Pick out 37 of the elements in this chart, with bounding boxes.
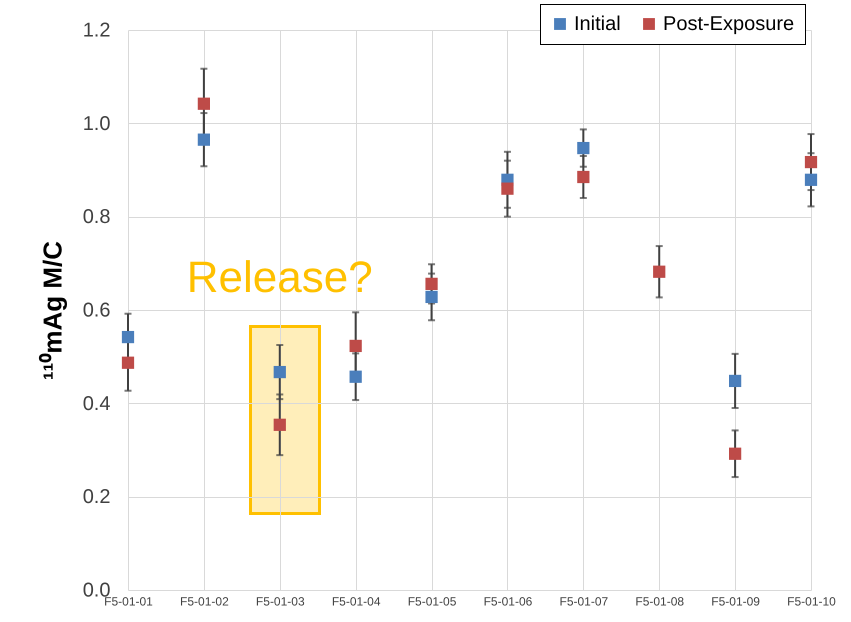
x-tick-label: F5-01-09 xyxy=(711,594,760,608)
y-axis-title: ¹¹⁰mAg M/C xyxy=(38,240,68,380)
y-tick-label: 0.6 xyxy=(82,300,110,322)
x-tick-label: F5-01-06 xyxy=(484,594,533,608)
point xyxy=(577,170,590,184)
legend-label: Post-Exposure xyxy=(663,13,794,35)
y-tick-label: 0.4 xyxy=(82,392,110,415)
y-tick-label: 0.2 xyxy=(82,486,110,508)
point xyxy=(274,366,286,378)
point xyxy=(350,370,362,383)
point xyxy=(728,448,742,460)
x-tick-label: F5-01-07 xyxy=(559,594,608,608)
point xyxy=(122,330,134,344)
point xyxy=(350,340,362,352)
y-tick-label: 1.2 xyxy=(82,20,110,42)
point xyxy=(653,266,666,278)
point xyxy=(577,142,590,154)
point xyxy=(728,374,742,388)
point xyxy=(501,182,514,195)
x-tick-label: F5-01-10 xyxy=(787,594,836,608)
point xyxy=(804,174,818,186)
point xyxy=(198,98,210,110)
point xyxy=(425,290,438,304)
point xyxy=(425,278,438,290)
y-tick-label: 1.0 xyxy=(82,112,110,135)
point xyxy=(804,156,818,168)
point xyxy=(274,418,286,431)
x-tick-label: F5-01-03 xyxy=(256,594,305,608)
x-tick-label: F5-01-02 xyxy=(180,594,230,608)
y-tick-label: 0.8 xyxy=(82,206,110,228)
x-tick-label: F5-01-04 xyxy=(332,594,381,608)
point xyxy=(198,134,210,146)
x-tick-label: F5-01-08 xyxy=(635,594,684,608)
point xyxy=(122,356,134,369)
x-tick-label: F5-01-05 xyxy=(408,594,457,608)
legend-label: Initial xyxy=(574,13,621,35)
annotation: Release? xyxy=(186,253,373,303)
